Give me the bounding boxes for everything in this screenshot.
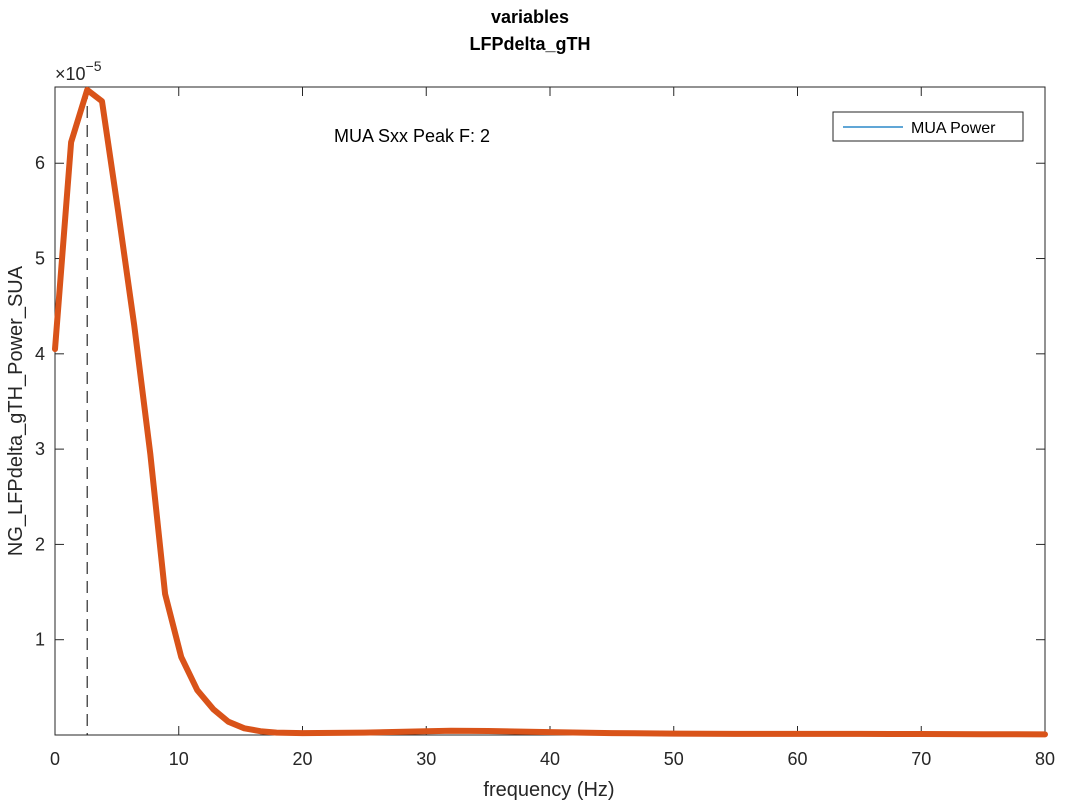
peak-annotation: MUA Sxx Peak F: 2 (334, 126, 490, 146)
y-tick-label: 3 (35, 439, 45, 459)
y-tick-label: 4 (35, 344, 45, 364)
y-exponent-power: −5 (86, 58, 102, 74)
x-tick-label: 60 (787, 749, 807, 769)
y-tick-label: 2 (35, 534, 45, 554)
x-tick-label: 40 (540, 749, 560, 769)
y-exponent-label: ×10−5 (55, 58, 102, 84)
x-tick-label: 80 (1035, 749, 1055, 769)
series-line-0 (52, 86, 1048, 738)
series-layer (52, 86, 1048, 738)
plot-area (54, 86, 1046, 736)
x-axis: 0 10 20 30 40 50 60 70 80 (50, 87, 1055, 769)
y-tick-label: 6 (35, 153, 45, 173)
y-exponent-base: ×10 (55, 64, 86, 84)
y-tick-label: 5 (35, 249, 45, 269)
legend: MUA Power (832, 111, 1024, 142)
x-tick-label: 10 (169, 749, 189, 769)
y-axis: 1 2 3 4 5 6 (35, 153, 1045, 650)
x-tick-label: 50 (664, 749, 684, 769)
x-tick-label: 0 (50, 749, 60, 769)
x-tick-label: 20 (292, 749, 312, 769)
chart-subtitle: LFPdelta_gTH (469, 34, 590, 54)
legend-label-mua-power: MUA Power (911, 120, 996, 137)
x-axis-label: frequency (Hz) (483, 779, 614, 800)
x-tick-label: 30 (416, 749, 436, 769)
y-axis-label: NG_LFPdelta_gTH_Power_SUA (5, 265, 27, 556)
y-tick-label: 1 (35, 630, 45, 650)
chart-title: variables (491, 7, 569, 27)
x-tick-label: 70 (911, 749, 931, 769)
